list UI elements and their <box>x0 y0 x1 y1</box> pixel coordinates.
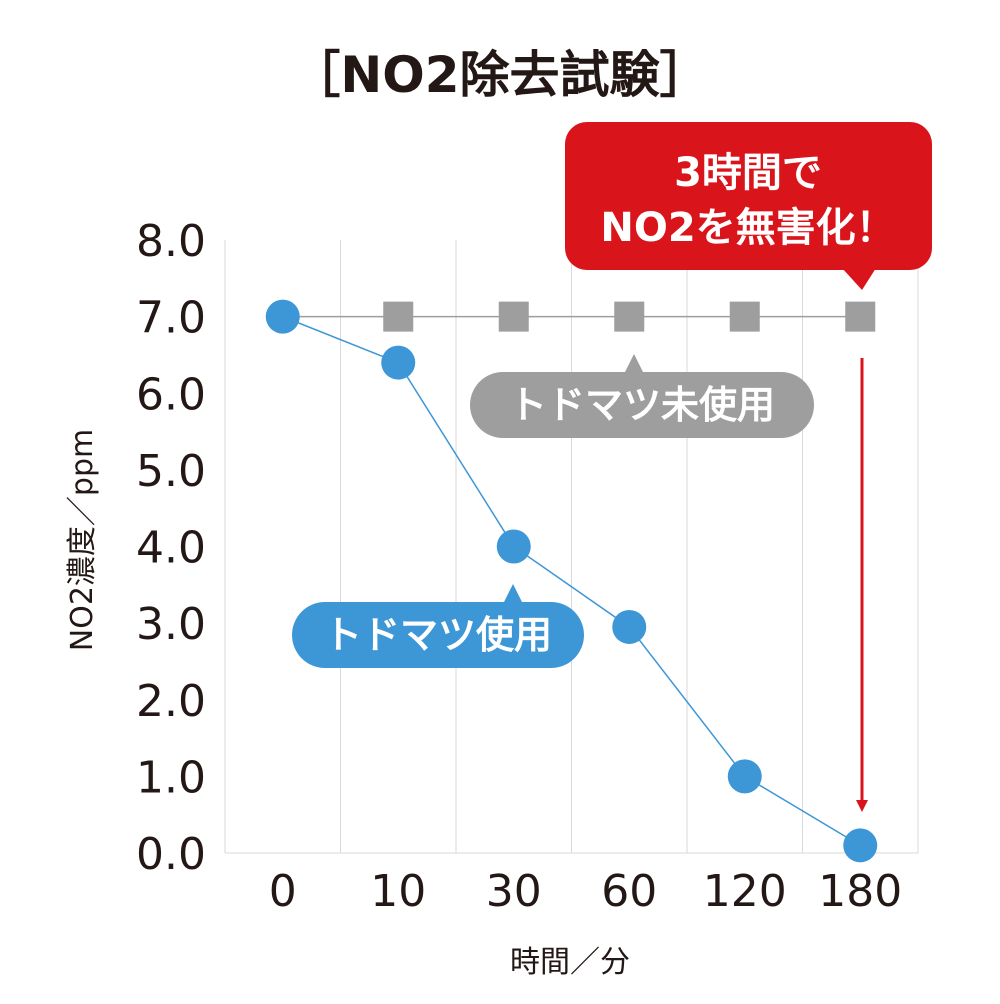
data-point-unused <box>498 301 529 332</box>
reduction-arrow <box>856 358 868 812</box>
y-tick-label: 7.0 <box>136 293 206 344</box>
annotation-callout: 3時間で NO2を無害化！ <box>565 122 932 290</box>
y-tick-label: 8.0 <box>136 216 206 267</box>
data-point-used <box>612 609 647 644</box>
data-point-used <box>727 759 762 794</box>
legend-used-bubble: トドマツ使用 <box>292 584 584 668</box>
data-point-used <box>843 828 878 863</box>
legend-used-box <box>292 602 584 668</box>
data-point-unused <box>383 301 414 332</box>
arrow-head <box>856 800 868 812</box>
data-point-used <box>265 299 300 334</box>
data-point-unused <box>729 301 760 332</box>
data-point-used <box>496 529 531 564</box>
y-tick-label: 6.0 <box>136 369 206 420</box>
callout-box <box>565 122 932 270</box>
series-line-used <box>282 315 861 846</box>
data-point-used <box>381 345 416 380</box>
x-tick-label: 0 <box>269 866 297 917</box>
callout-line-1: 3時間で <box>674 150 822 196</box>
y-tick-label: 2.0 <box>136 676 206 727</box>
data-point-unused <box>614 301 645 332</box>
data-point-unused <box>845 301 876 332</box>
series <box>265 299 878 863</box>
y-tick-label: 3.0 <box>136 599 206 650</box>
callout-line-2: NO2を無害化！ <box>600 205 895 251</box>
legend-unused-box <box>470 372 814 438</box>
legend-unused-bubble: トドマツ未使用 <box>470 354 814 438</box>
legend-unused-label: トドマツ未使用 <box>509 383 775 427</box>
chart-title: ［NO2除去試験］ <box>290 46 709 104</box>
axes: 0.0 1.0 2.0 3.0 4.0 5.0 6.0 7.0 8.0 0 10 30 60 120 180 <box>136 216 902 917</box>
x-tick-label: 180 <box>818 866 902 917</box>
y-tick-label: 1.0 <box>136 752 206 803</box>
y-tick-label: 4.0 <box>136 523 206 574</box>
y-axis-title: NO2濃度／ppm <box>65 429 100 651</box>
x-tick-label: 10 <box>370 866 426 917</box>
legend-unused-pointer <box>624 354 644 374</box>
gridlines <box>224 240 919 854</box>
legend-used-pointer <box>503 584 523 604</box>
y-tick-label: 5.0 <box>136 446 206 497</box>
callout-pointer <box>842 268 876 290</box>
y-tick-label: 0.0 <box>136 829 206 880</box>
x-tick-label: 120 <box>703 866 787 917</box>
x-axis-title: 時間／分 <box>510 945 630 980</box>
x-tick-label: 60 <box>601 866 657 917</box>
x-tick-label: 30 <box>486 866 542 917</box>
legend-used-label: トドマツ使用 <box>324 613 552 657</box>
